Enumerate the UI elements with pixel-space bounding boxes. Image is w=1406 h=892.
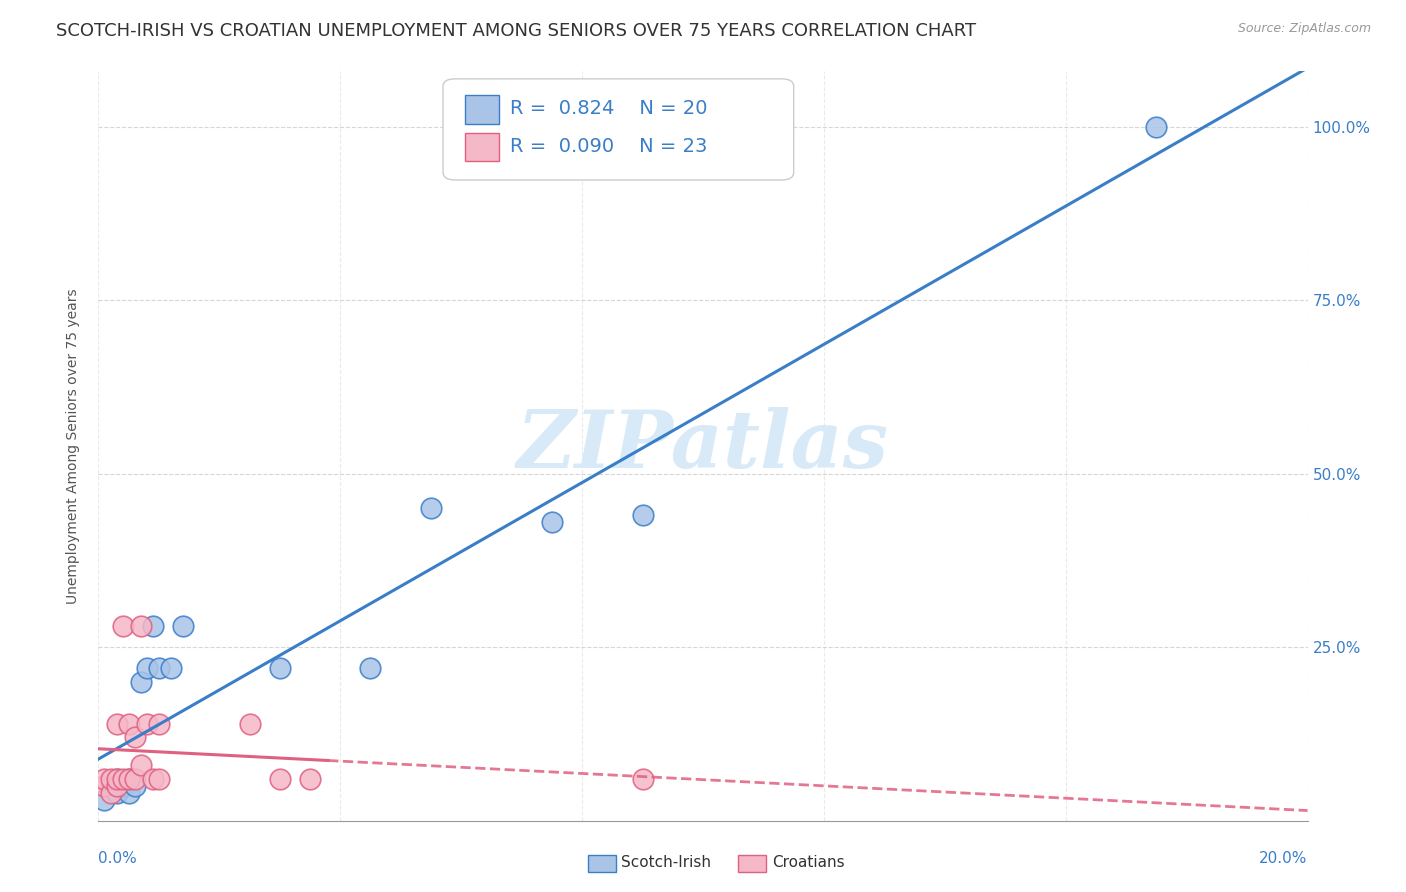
- Point: [124, 772, 146, 786]
- Point: [631, 508, 654, 523]
- Point: [111, 772, 134, 786]
- Y-axis label: Unemployment Among Seniors over 75 years: Unemployment Among Seniors over 75 years: [66, 288, 80, 604]
- Text: R =  0.824    N = 20: R = 0.824 N = 20: [509, 99, 707, 119]
- Point: [540, 516, 562, 530]
- Text: SCOTCH-IRISH VS CROATIAN UNEMPLOYMENT AMONG SENIORS OVER 75 YEARS CORRELATION CH: SCOTCH-IRISH VS CROATIAN UNEMPLOYMENT AM…: [56, 22, 976, 40]
- Point: [100, 772, 122, 786]
- Point: [105, 786, 128, 800]
- FancyBboxPatch shape: [465, 95, 499, 124]
- Point: [148, 661, 170, 675]
- Point: [93, 793, 115, 807]
- Point: [160, 661, 183, 675]
- Text: 0.0%: 0.0%: [98, 851, 138, 865]
- Point: [129, 619, 152, 633]
- Point: [100, 786, 122, 800]
- Point: [129, 674, 152, 689]
- Point: [124, 731, 146, 745]
- Text: R =  0.090    N = 23: R = 0.090 N = 23: [509, 136, 707, 156]
- Point: [269, 772, 291, 786]
- Point: [360, 661, 382, 675]
- Text: Scotch-Irish: Scotch-Irish: [621, 855, 711, 870]
- Point: [105, 716, 128, 731]
- Point: [124, 779, 146, 793]
- Point: [239, 716, 262, 731]
- Text: Source: ZipAtlas.com: Source: ZipAtlas.com: [1237, 22, 1371, 36]
- FancyBboxPatch shape: [443, 78, 793, 180]
- Point: [111, 619, 134, 633]
- Text: Croatians: Croatians: [772, 855, 845, 870]
- Point: [148, 772, 170, 786]
- FancyBboxPatch shape: [465, 133, 499, 161]
- Point: [142, 772, 165, 786]
- Point: [142, 619, 165, 633]
- Point: [93, 772, 115, 786]
- Point: [129, 758, 152, 772]
- Point: [172, 619, 194, 633]
- Point: [105, 772, 128, 786]
- Point: [118, 772, 141, 786]
- Point: [631, 772, 654, 786]
- Point: [118, 772, 141, 786]
- Point: [100, 779, 122, 793]
- Text: ZIPatlas: ZIPatlas: [517, 408, 889, 484]
- Point: [1144, 120, 1167, 134]
- Point: [299, 772, 322, 786]
- Point: [148, 716, 170, 731]
- Point: [420, 501, 443, 516]
- Point: [118, 716, 141, 731]
- Point: [111, 779, 134, 793]
- Point: [93, 779, 115, 793]
- Point: [105, 772, 128, 786]
- Text: 20.0%: 20.0%: [1260, 851, 1308, 865]
- Point: [118, 786, 141, 800]
- Point: [135, 716, 157, 731]
- Point: [269, 661, 291, 675]
- Point: [105, 779, 128, 793]
- Point: [135, 661, 157, 675]
